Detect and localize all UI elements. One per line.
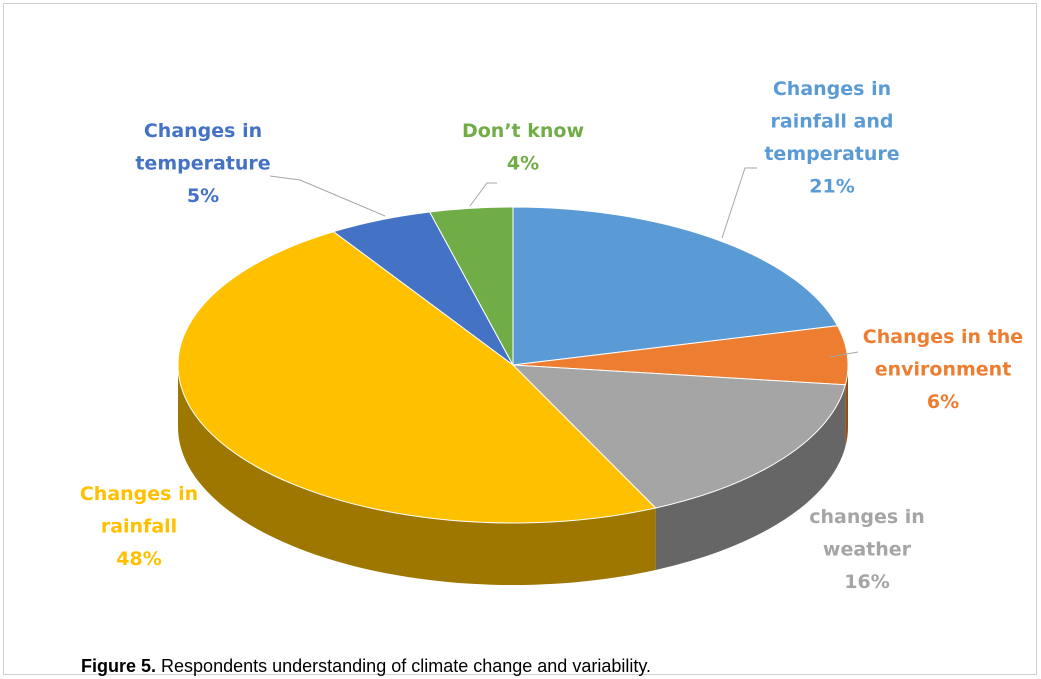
slice	[428, 206, 514, 366]
label-line: Changes in	[773, 78, 891, 100]
data-label-name: Changes in the environment	[863, 326, 1023, 381]
data-label-name: changes in weather	[809, 506, 925, 561]
slice	[512, 206, 839, 366]
data-label-value: 4%	[507, 153, 539, 175]
label-line: rainfall and	[771, 111, 894, 133]
caption-label: Figure 5.	[81, 656, 156, 676]
slice-side	[178, 365, 656, 585]
label-line: Changes in	[144, 120, 262, 142]
data-label-name: Changes in rainfall	[80, 483, 198, 538]
slice-side	[845, 365, 848, 447]
data-label-value: 48%	[116, 548, 161, 570]
label-line: Changes in	[80, 483, 198, 505]
label-line: Don’t know	[462, 120, 584, 142]
label-line: changes in	[809, 506, 925, 528]
data-label-value: 6%	[927, 391, 959, 413]
leader-line	[469, 182, 497, 207]
label-line: Changes in the	[863, 326, 1023, 348]
data-label-name: Changes in rainfall and temperature	[764, 78, 899, 165]
slice	[177, 231, 657, 524]
caption-text: Respondents understanding of climate cha…	[161, 656, 651, 676]
label-line: weather	[823, 539, 912, 561]
data-label-name: Changes in temperature	[135, 120, 270, 175]
leader-line	[721, 167, 757, 239]
slice-side	[655, 384, 846, 570]
data-label-name: Don’t know	[462, 120, 584, 142]
label-line: temperature	[135, 153, 270, 175]
caption: Figure 5. Respondents understanding of c…	[81, 656, 651, 676]
slice	[511, 364, 847, 509]
label-line: environment	[875, 359, 1012, 381]
label-line: temperature	[764, 143, 899, 165]
data-label-value: 16%	[844, 571, 889, 593]
label-line: rainfall	[101, 516, 177, 538]
slice	[512, 325, 849, 386]
leader-line	[829, 351, 859, 358]
leader-line	[269, 175, 386, 217]
data-label-value: 5%	[187, 185, 219, 207]
data-label-value: 21%	[809, 176, 854, 198]
